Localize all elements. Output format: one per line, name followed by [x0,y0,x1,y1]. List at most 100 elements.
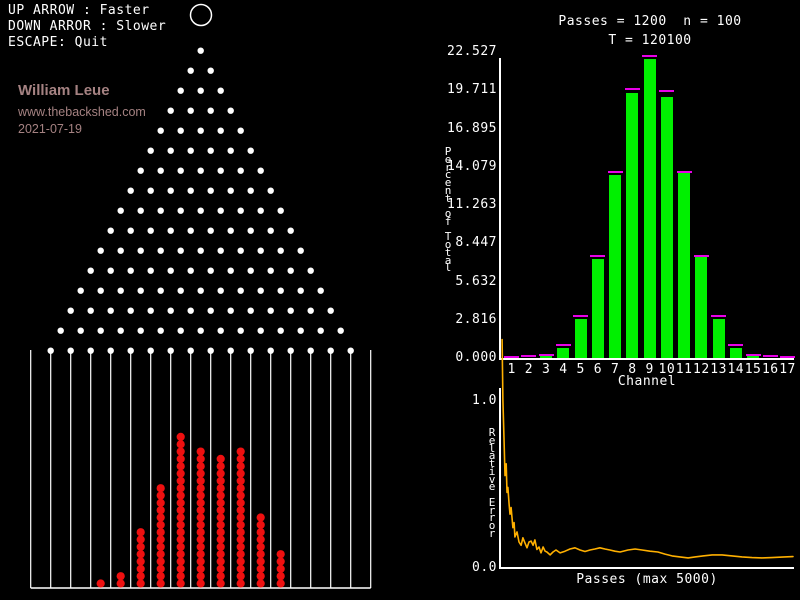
peg [277,327,284,334]
ball [196,454,205,463]
peg [287,347,294,354]
error-y-axis-label-char: o [488,519,496,532]
ball [196,491,205,500]
ball [216,572,225,581]
peg [247,307,254,314]
ball [176,469,185,478]
theory-tick [676,171,692,174]
histogram-bar [729,347,742,358]
ball [216,520,225,529]
ball [176,484,185,493]
ball [216,454,225,463]
histogram-title: Passes = 1200 n = 100 [558,14,742,29]
peg [217,327,224,334]
peg [327,307,334,314]
peg [127,347,134,354]
histogram-y-axis [499,58,501,359]
peg [107,347,114,354]
theory-tick [745,353,761,356]
peg [207,227,214,234]
ball [96,579,105,588]
peg [127,187,134,194]
peg [227,347,234,354]
peg [87,347,94,354]
histogram-y-axis-label-char: a [444,253,452,267]
peg [137,207,144,214]
histogram-bar [747,355,760,358]
peg [197,87,204,94]
ball-dropper-icon [189,3,213,27]
peg [137,167,144,174]
ball [156,542,165,551]
theory-tick [555,343,571,346]
author-credit: William Leue www.thebackshed.com 2021-07… [18,82,146,136]
ball [116,579,125,588]
peg [67,307,74,314]
ball [156,491,165,500]
ball [196,572,205,581]
ball [256,528,265,537]
histogram-y-tick-label: 5.632 [455,273,497,289]
peg [197,247,204,254]
ball [236,550,245,559]
theory-tick [780,355,796,358]
peg [197,127,204,134]
ball [176,528,185,537]
ball [256,520,265,529]
ball [176,491,185,500]
peg [267,227,274,234]
ball [196,557,205,566]
ball [216,469,225,478]
peg [197,207,204,214]
ball [236,520,245,529]
peg [207,107,214,114]
peg [147,267,154,274]
peg [107,307,114,314]
ball [156,506,165,515]
instruction-line-slower: DOWN ARROR : Slower [8,19,167,34]
peg [217,287,224,294]
peg [207,347,214,354]
histogram-x-tick-label: 7 [610,362,620,377]
ball [156,550,165,559]
ball [236,491,245,500]
peg [327,347,334,354]
ball [156,557,165,566]
peg [217,127,224,134]
peg [247,267,254,274]
peg [157,327,164,334]
peg [157,287,164,294]
peg [87,267,94,274]
ball [216,528,225,537]
histogram-y-tick-label: 22.527 [447,44,497,59]
histogram-x-tick-label: 5 [576,362,585,377]
ball [216,506,225,515]
peg [267,267,274,274]
histogram-bar [540,356,553,358]
ball [156,564,165,573]
peg [147,347,154,354]
ball [136,542,145,551]
theory-tick [504,355,520,358]
histogram-y-axis-label-char: f [444,214,452,228]
peg [217,247,224,254]
ball [236,579,245,588]
ball [236,542,245,551]
ball [196,498,205,507]
peg [77,287,84,294]
ball [256,572,265,581]
error-y-axis-label-char: E [488,495,496,509]
galton-board [30,3,372,589]
author-website: www.thebackshed.com [18,105,146,119]
ball [236,557,245,566]
ball [216,550,225,559]
ball [236,528,245,537]
peg [257,207,264,214]
peg [257,247,264,254]
peg [267,187,274,194]
ball [216,542,225,551]
peg [287,267,294,274]
theory-tick [693,255,709,258]
peg [307,267,314,274]
peg [307,347,314,354]
